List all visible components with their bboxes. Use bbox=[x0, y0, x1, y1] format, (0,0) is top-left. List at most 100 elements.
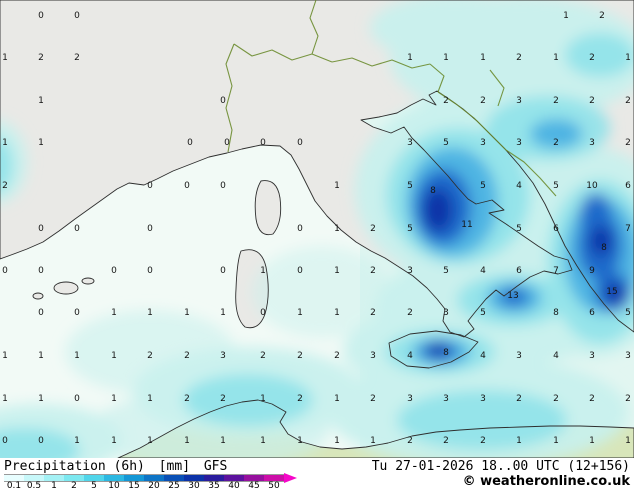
svg-text:5: 5 bbox=[407, 224, 413, 234]
svg-text:3: 3 bbox=[480, 138, 486, 148]
svg-text:5: 5 bbox=[443, 138, 449, 148]
svg-text:3: 3 bbox=[220, 351, 226, 361]
svg-text:2: 2 bbox=[589, 53, 595, 63]
svg-text:1: 1 bbox=[334, 224, 340, 234]
svg-text:6: 6 bbox=[625, 181, 631, 191]
scale-segment bbox=[224, 474, 244, 482]
scale-segment bbox=[144, 474, 164, 482]
svg-text:1: 1 bbox=[2, 53, 8, 63]
svg-text:3: 3 bbox=[589, 138, 595, 148]
svg-text:2: 2 bbox=[297, 394, 303, 404]
svg-text:1: 1 bbox=[147, 436, 153, 446]
scale-segment bbox=[64, 474, 84, 482]
svg-text:0: 0 bbox=[38, 266, 44, 276]
svg-text:7: 7 bbox=[553, 266, 559, 276]
svg-text:1: 1 bbox=[260, 436, 266, 446]
scale-tick-label: 30 bbox=[188, 481, 200, 490]
scale-tick-label: 1 bbox=[51, 481, 57, 490]
svg-text:2: 2 bbox=[147, 351, 153, 361]
svg-text:5: 5 bbox=[516, 224, 522, 234]
scale-segment bbox=[164, 474, 184, 482]
svg-text:2: 2 bbox=[516, 53, 522, 63]
svg-text:2: 2 bbox=[625, 138, 631, 148]
svg-text:1: 1 bbox=[563, 11, 569, 21]
scale-tick-label: 35 bbox=[208, 481, 220, 490]
svg-text:0: 0 bbox=[147, 224, 153, 234]
svg-text:3: 3 bbox=[589, 351, 595, 361]
value-labels: 0 0 1 21 2 2 1 1 1 2 1 2 11 0 2 2 3 2 2 21 1 0 0 0 0 3 5 3 3 2 3 22 0 0 0 1… bbox=[2, 11, 631, 446]
svg-text:2: 2 bbox=[184, 351, 190, 361]
svg-text:8: 8 bbox=[553, 308, 559, 318]
svg-text:1: 1 bbox=[297, 436, 303, 446]
svg-text:1: 1 bbox=[111, 394, 117, 404]
svg-text:5: 5 bbox=[625, 308, 631, 318]
scale-tick-label: 15 bbox=[128, 481, 140, 490]
svg-text:3: 3 bbox=[625, 351, 631, 361]
svg-text:2: 2 bbox=[370, 266, 376, 276]
svg-text:1: 1 bbox=[553, 436, 559, 446]
scale-tick-label: 0.5 bbox=[26, 481, 42, 490]
svg-text:2: 2 bbox=[260, 351, 266, 361]
map-title: Precipitation (6h) [mm] GFS bbox=[4, 459, 233, 474]
svg-text:4: 4 bbox=[480, 266, 486, 276]
svg-text:1: 1 bbox=[370, 436, 376, 446]
scale-segment bbox=[84, 474, 104, 482]
svg-text:1: 1 bbox=[407, 53, 413, 63]
svg-text:2: 2 bbox=[625, 96, 631, 106]
svg-text:3: 3 bbox=[516, 138, 522, 148]
scale-segment bbox=[124, 474, 144, 482]
coastlines bbox=[0, 0, 634, 458]
svg-text:2: 2 bbox=[443, 436, 449, 446]
scale-segment bbox=[244, 474, 264, 482]
svg-text:3: 3 bbox=[407, 394, 413, 404]
svg-text:0: 0 bbox=[74, 308, 80, 318]
svg-text:1: 1 bbox=[260, 266, 266, 276]
italy-precipitation-svg: 0 0 1 21 2 2 1 1 1 2 1 2 11 0 2 2 3 2 2 21 1 0 0 0 0 3 5 3 3 2 3 22 0 0 0 1… bbox=[0, 0, 634, 458]
scale-tick-label: 5 bbox=[91, 481, 97, 490]
svg-text:3: 3 bbox=[516, 351, 522, 361]
svg-text:1: 1 bbox=[111, 436, 117, 446]
svg-text:0: 0 bbox=[74, 224, 80, 234]
svg-text:6: 6 bbox=[553, 224, 559, 234]
svg-text:2: 2 bbox=[480, 436, 486, 446]
svg-text:5: 5 bbox=[443, 266, 449, 276]
copyright-label: © weatheronline.co.uk bbox=[462, 474, 630, 489]
datetime-label: Tu 27-01-2026 18..00 UTC (12+156) bbox=[371, 459, 630, 474]
svg-text:5: 5 bbox=[553, 181, 559, 191]
svg-text:2: 2 bbox=[480, 96, 486, 106]
svg-text:2: 2 bbox=[297, 351, 303, 361]
parameter-label: Precipitation (6h) bbox=[4, 459, 145, 474]
scale-arrow-icon bbox=[284, 473, 297, 483]
svg-text:11: 11 bbox=[461, 220, 472, 230]
scale-tick-label: 45 bbox=[248, 481, 260, 490]
scale-tick-label: 20 bbox=[148, 481, 160, 490]
svg-text:2: 2 bbox=[220, 394, 226, 404]
svg-text:2: 2 bbox=[553, 394, 559, 404]
color-scale-labels: 0.1 0.5 1 2 5 10 15 20 25 30 35 40 45 50 bbox=[4, 481, 304, 490]
svg-text:1: 1 bbox=[334, 436, 340, 446]
svg-text:5: 5 bbox=[407, 181, 413, 191]
svg-text:1: 1 bbox=[2, 351, 8, 361]
svg-text:8: 8 bbox=[601, 243, 607, 253]
svg-text:1: 1 bbox=[147, 394, 153, 404]
svg-text:13: 13 bbox=[507, 291, 518, 301]
svg-text:0: 0 bbox=[74, 11, 80, 21]
svg-text:1: 1 bbox=[111, 308, 117, 318]
svg-text:2: 2 bbox=[334, 351, 340, 361]
svg-text:0: 0 bbox=[187, 138, 193, 148]
svg-text:10: 10 bbox=[586, 181, 598, 191]
scale-segment bbox=[184, 474, 204, 482]
svg-text:0: 0 bbox=[220, 181, 226, 191]
svg-text:2: 2 bbox=[443, 96, 449, 106]
svg-text:1: 1 bbox=[334, 394, 340, 404]
svg-text:3: 3 bbox=[443, 394, 449, 404]
svg-text:8: 8 bbox=[430, 186, 436, 196]
svg-text:1: 1 bbox=[480, 53, 486, 63]
svg-text:1: 1 bbox=[2, 394, 8, 404]
svg-text:5: 5 bbox=[480, 308, 486, 318]
svg-text:1: 1 bbox=[74, 351, 80, 361]
country-borders bbox=[225, 0, 557, 197]
svg-text:4: 4 bbox=[516, 181, 522, 191]
svg-text:3: 3 bbox=[407, 266, 413, 276]
